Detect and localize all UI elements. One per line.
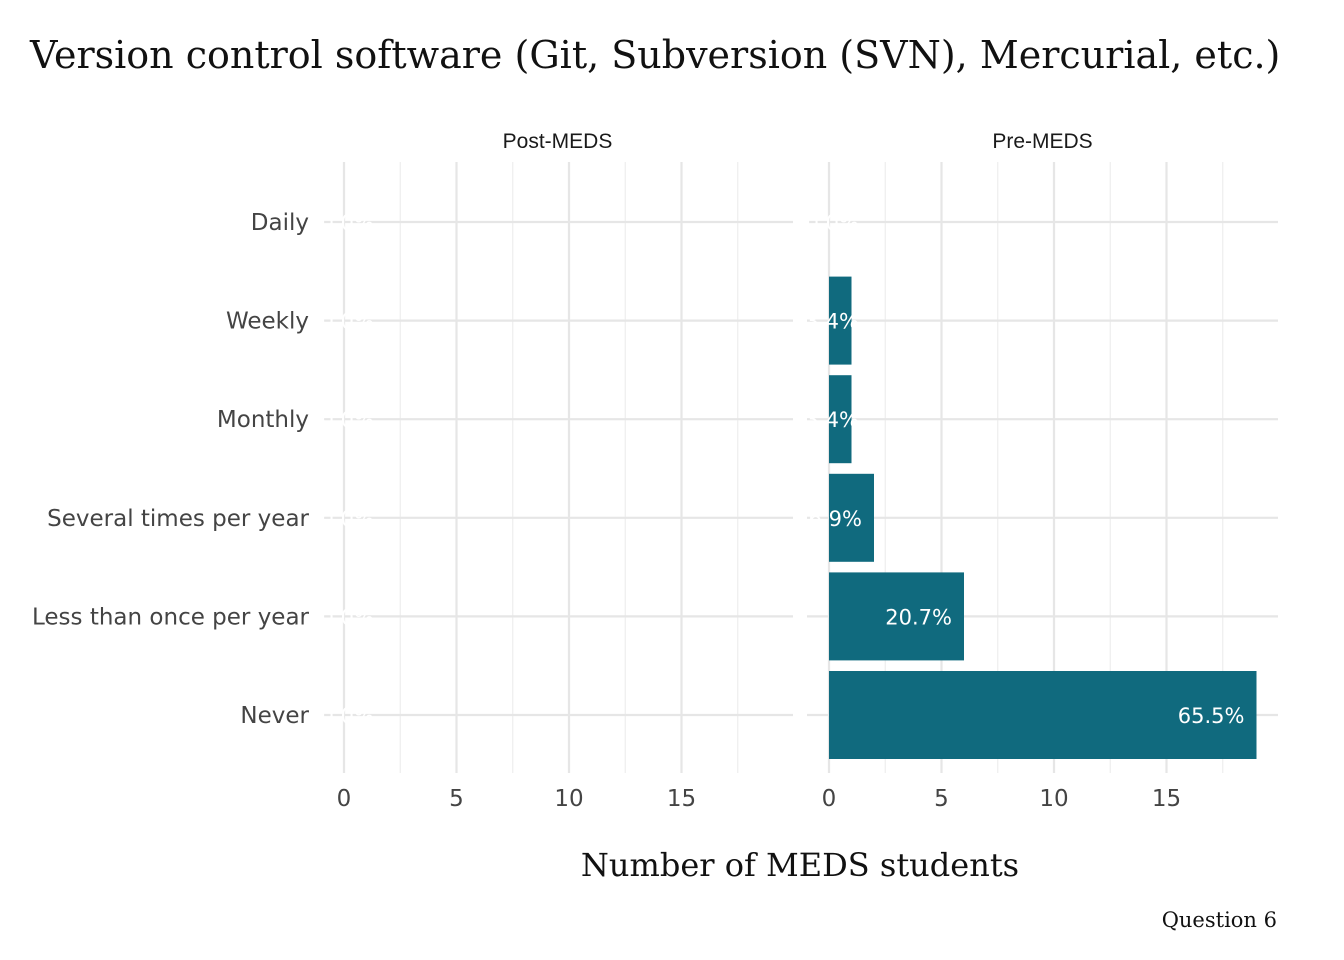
x-tick-label: 15 [667,786,696,812]
bar-label: 0.0% [321,507,374,531]
bar-label: 65.5% [1178,704,1245,728]
chart-title: Version control software (Git, Subversio… [29,33,1280,77]
x-tick-label: 15 [1152,786,1181,812]
bar [829,473,874,562]
x-tick-label: 10 [1039,786,1068,812]
bar [829,276,852,365]
y-tick-label: Never [240,703,309,729]
bar-label: 20.7% [885,605,952,629]
bar-label: 0.0% [321,211,374,235]
facet-label: Post-MEDS [503,130,613,153]
x-axis-title: Number of MEDS students [581,846,1019,884]
bar [829,671,1257,759]
bar-label: 0.0% [321,310,374,334]
x-tick-label: 0 [822,786,837,812]
y-tick-label: Several times per year [47,506,309,532]
bar-label: 3.4% [806,408,859,432]
y-tick-label: Daily [251,210,309,236]
bar-label: 3.4% [806,310,859,334]
x-tick-label: 5 [934,786,949,812]
facet-panel: Pre-MEDS 0 5 10 15 0.0% 3.4% 3.4% 6.9% 20.7% 65.5% [806,130,1278,812]
bar-label: 0.0% [321,408,374,432]
bar-label: 0.0% [806,211,859,235]
facet-panels: Daily Weekly Monthly Several times per year… [32,130,1278,812]
bar-label: 0.0% [321,605,374,629]
bar [829,375,852,464]
y-tick-label: Weekly [226,309,309,335]
x-tick-label: 10 [554,786,583,812]
y-tick-label: Less than once per year [32,604,310,630]
bar-label: 0.0% [321,704,374,728]
x-tick-label: 5 [449,786,464,812]
facet-panel: Post-MEDS 0 5 10 15 0.0% 0.0% 0.0% 0.0% 0.0% 0.0% [321,130,793,812]
bar-label: 6.9% [809,507,862,531]
x-tick-label: 0 [337,786,352,812]
facet-label: Pre-MEDS [992,130,1092,153]
caption: Question 6 [1162,908,1277,932]
y-tick-label: Monthly [217,407,309,433]
bar [829,572,964,661]
